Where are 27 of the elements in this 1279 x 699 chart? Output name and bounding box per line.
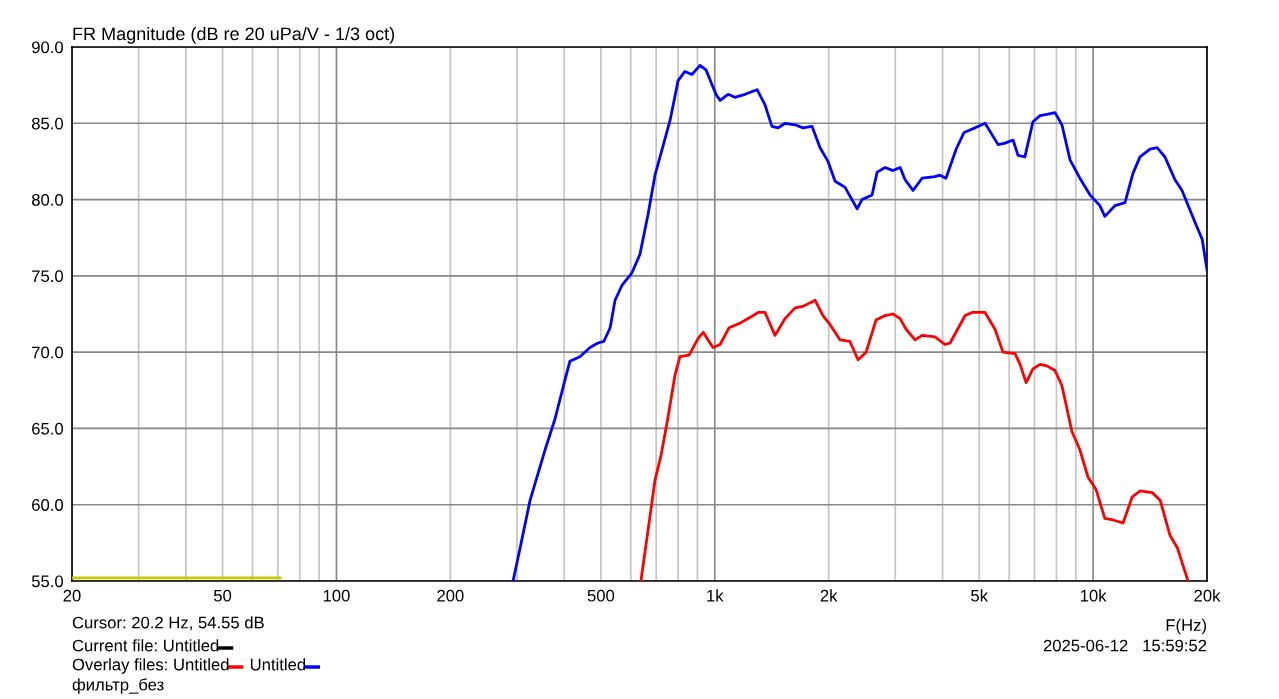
chart-title: FR Magnitude (dB re 20 uPa/V - 1/3 oct) [73, 26, 395, 44]
y-tick-label: 60.0 [32, 499, 64, 511]
x-tick-label: 20 [63, 589, 81, 602]
y-tick-label: 75.0 [32, 270, 64, 283]
x-tick-label: 20k [1194, 589, 1221, 602]
x-tick-label: 500 [587, 589, 615, 602]
text: Cursor: 20.2 Hz, 54.55 dB [72, 616, 264, 631]
x-tick-label: 10k [1080, 589, 1107, 602]
y-tick-label: 55.0 [31, 575, 64, 588]
x-tick-label: 1k [707, 589, 724, 602]
y-tick-label: 80.0 [31, 193, 64, 206]
y-tick-label: 65.0 [32, 422, 64, 435]
legend-label: Untitled [174, 658, 229, 671]
x-tick-label: 50 [213, 589, 232, 602]
text: 2025-06-12 15:59:52 [1043, 639, 1207, 652]
text: Overlay files: [72, 658, 167, 674]
y-tick-label: 70.0 [32, 346, 64, 359]
legend-label: Untitled [250, 658, 306, 671]
x-tick-label: 2k [820, 589, 838, 602]
x-tick-label: 5k [971, 589, 989, 602]
y-tick-label: 85.0 [31, 117, 64, 130]
x-tick-label: 100 [323, 589, 350, 602]
text: фильтр_без [72, 678, 164, 694]
y-tick-label: 90.0 [32, 41, 64, 54]
text: Current file: Untitled [72, 639, 219, 652]
x-axis-title: F(Hz) [1166, 618, 1206, 635]
x-tick-label: 200 [437, 589, 464, 602]
